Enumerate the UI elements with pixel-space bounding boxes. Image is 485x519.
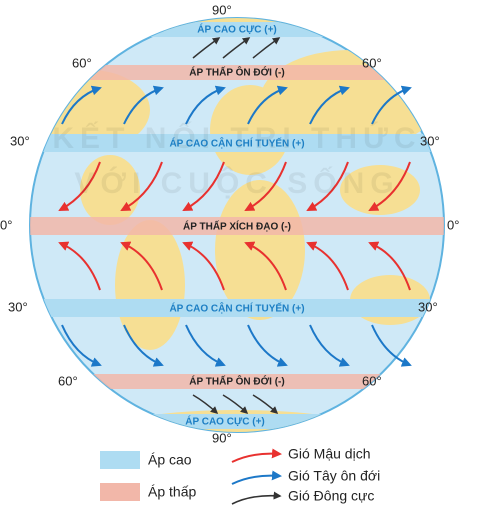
legend-label: Áp cao [148,452,192,468]
westerly-arrow [371,324,412,367]
legend-label: Gió Mậu dịch [288,446,370,462]
polar-arrow [192,37,221,59]
westerly-arrow [123,324,164,367]
trade-arrow [306,241,349,291]
legend-arrow-trade [231,448,282,463]
legend-swatch-high [100,451,140,469]
latitude-label: 60° [58,373,78,388]
legend-swatch-low [100,483,140,501]
polar-arrow [192,394,219,415]
legend-arrow-polar [231,491,282,505]
belt-low [30,65,444,80]
belt-label: ÁP THẤP ÔN ĐỚI (-) [189,375,284,388]
belt-low [30,374,444,389]
watermark: VỚI CUỘC SỐNG [74,166,399,200]
latitude-label: 60° [72,55,92,70]
trade-arrow [182,241,225,291]
latitude-label: 90° [212,430,232,445]
latitude-label: 60° [362,55,382,70]
watermark: KẾT NỐI TRI THỨC [52,121,421,155]
latitude-label: 60° [362,373,382,388]
westerly-arrow [123,85,164,125]
westerly-arrow [61,85,102,125]
latitude-label: 0° [0,217,12,232]
trade-arrow [58,161,101,211]
latitude-label: 30° [8,299,28,314]
latitude-label: 0° [447,217,459,232]
polar-arrow [222,394,249,415]
belt-label: ÁP CAO CẬN CHÍ TUYẾN (+) [169,302,304,315]
latitude-label: 30° [420,133,440,148]
belt-high [30,299,444,317]
trade-arrow [244,241,287,291]
westerly-arrow [247,324,288,367]
westerly-arrow [371,85,412,125]
belt-label: ÁP THẤP ÔN ĐỚI (-) [189,66,284,79]
belt-label: ÁP CAO CỰC (+) [185,415,265,428]
latitude-label: 30° [418,299,438,314]
trade-arrow [120,241,163,291]
trade-arrow [182,161,225,211]
legend-label: Gió Tây ôn đới [288,468,380,484]
westerly-arrow [309,324,350,367]
trade-arrow [244,161,287,211]
westerly-arrow [185,85,226,125]
trade-arrow [368,161,411,211]
trade-arrow [120,161,163,211]
westerly-arrow [309,85,350,125]
belt-label: ÁP CAO CẬN CHÍ TUYẾN (+) [169,137,304,150]
latitude-label: 30° [10,133,30,148]
trade-arrow [306,161,349,211]
belt-label: ÁP THẤP XÍCH ĐẠO (-) [183,220,291,233]
belt-high [30,134,444,152]
polar-arrow [252,37,281,59]
latitude-label: 90° [212,2,232,17]
westerly-arrow [61,324,102,367]
legend-label: Gió Đông cực [288,488,374,504]
legend-label: Áp thấp [148,484,196,500]
polar-arrow [222,37,251,59]
trade-arrow [58,241,101,291]
legend-arrow-westerly [231,470,282,485]
westerly-arrow [185,324,226,367]
polar-arrow [252,394,279,415]
wind-arrows [58,37,412,415]
trade-arrow [368,241,411,291]
belt-label: ÁP CAO CỰC (+) [197,23,277,36]
westerly-arrow [247,85,288,125]
belt-low [30,217,444,235]
